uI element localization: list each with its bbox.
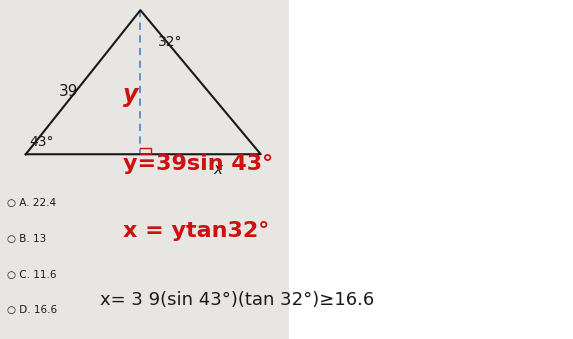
Text: 32°: 32° bbox=[158, 35, 182, 49]
Text: x= 3 9(sin 43°)(tan 32°)≥16.6: x= 3 9(sin 43°)(tan 32°)≥16.6 bbox=[100, 291, 375, 309]
Text: 43°: 43° bbox=[30, 135, 54, 149]
Bar bbox=[289, 0, 573, 339]
Text: 39: 39 bbox=[59, 84, 79, 99]
Text: ○ C. 11.6: ○ C. 11.6 bbox=[7, 270, 56, 280]
Text: x = ytan32°: x = ytan32° bbox=[123, 221, 269, 240]
Text: ○ B. 13: ○ B. 13 bbox=[7, 234, 46, 244]
Text: x: x bbox=[213, 162, 222, 177]
Text: y: y bbox=[123, 83, 138, 107]
Text: ○ A. 22.4: ○ A. 22.4 bbox=[7, 198, 56, 208]
Text: ○ D. 16.6: ○ D. 16.6 bbox=[7, 305, 57, 315]
Text: y=39sin 43°: y=39sin 43° bbox=[123, 155, 273, 174]
